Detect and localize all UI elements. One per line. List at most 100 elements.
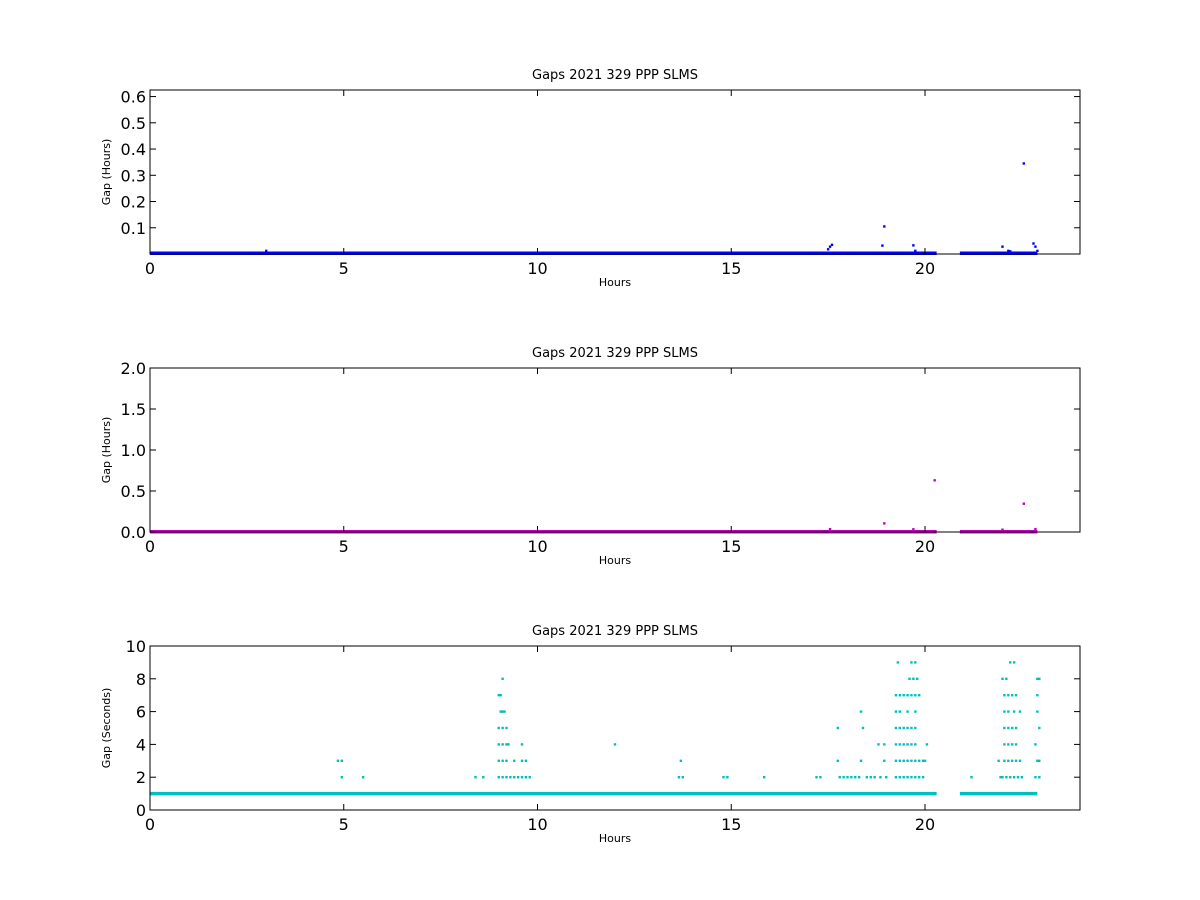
data-point [902,743,905,746]
data-point [917,776,921,779]
data-point [1010,743,1014,746]
data-point [1012,710,1016,713]
data-point [896,661,900,664]
data-point [819,776,822,779]
data-point [898,710,902,713]
plot-frame-bottom [149,645,1081,811]
data-point [910,759,913,762]
data-point [902,776,905,779]
x-tick-label: 0 [145,815,155,834]
data-point [1009,776,1012,779]
y-tick-label: 8 [136,670,146,689]
x-tick-label: 20 [915,259,935,278]
data-point [898,776,902,779]
data-point [1036,249,1039,253]
x-tick-label: 5 [339,259,349,278]
data-point [914,726,917,730]
data-point [869,776,872,779]
data-point [917,759,921,762]
data-point [970,776,973,779]
data-point [681,776,685,779]
data-point [501,677,504,680]
data-point [916,677,919,680]
data-point [914,743,917,746]
data-point [1012,661,1016,664]
data-point [854,776,857,779]
y-tick-label: 10 [126,637,146,656]
gaps-hours-chart-middle: Gaps 2021 329 PPP SLMS 0 5 10 15 20 0.0 0.5 1.0 1… [100,346,1081,567]
data-point [1009,661,1012,664]
data-point [910,743,913,746]
data-point [499,694,502,697]
data-point [898,726,902,730]
data-point [497,759,500,762]
data-point [906,726,909,730]
data-point [1003,726,1006,730]
x-axis-label: Hours [599,276,631,289]
data-point [505,759,508,762]
data-point [859,710,863,713]
data-point [1005,677,1008,680]
data-point [902,759,905,762]
x-tick-label: 0 [145,537,155,556]
data-point [894,710,898,713]
data-point [846,776,849,779]
y-axis-label: Gap (Hours) [100,139,113,206]
data-point [1010,759,1014,762]
data-point [505,776,508,779]
data-point [1036,759,1039,762]
y-tick-label: 0.5 [121,114,146,133]
data-point [361,776,365,779]
data-point [505,726,508,730]
data-point [883,759,886,762]
x-tick-label: 5 [339,537,349,556]
data-point [1001,677,1004,680]
data-point [1036,694,1039,697]
data-point [499,710,502,713]
data-point [1003,710,1006,713]
x-tick-label: 20 [915,537,935,556]
data-point [1007,726,1010,730]
data-point [1014,694,1018,697]
data-point [857,776,861,779]
data-point [513,776,516,779]
data-point [1014,726,1018,730]
data-point [1016,776,1020,779]
data-point [1010,726,1014,730]
data-point [861,726,865,730]
data-point [520,759,524,762]
data-point [910,694,913,697]
data-point [1007,694,1010,697]
data-point [910,776,913,779]
data-point [482,776,485,779]
data-point [1018,710,1022,713]
chart-title-middle: Gaps 2021 329 PPP SLMS [532,346,698,361]
data-point [726,776,729,779]
data-point [906,759,909,762]
data-point [1014,743,1018,746]
gaps-seconds-chart-bottom: Gaps 2021 329 PPP SLMS 0 5 10 15 20 0 2 4 6 8 10 Hou… [100,624,1081,845]
data-point [1010,694,1014,697]
data-point [877,743,880,746]
x-tick-label: 15 [721,537,741,556]
data-point [340,776,344,779]
data-point [894,776,898,779]
data-point [1003,759,1006,762]
data-point [883,225,886,228]
x-tick-label: 15 [721,259,741,278]
data-point [885,776,888,779]
data-point [908,677,911,680]
data-point [910,726,913,730]
y-tick-label: 1.0 [121,441,146,460]
data-point [520,743,524,746]
data-point [933,479,936,482]
data-point [914,759,917,762]
data-point [1038,726,1041,730]
data-point [1003,743,1006,746]
x-tick-label: 20 [915,815,935,834]
data-point [898,743,902,746]
y-tick-label: 0.0 [121,523,146,542]
data-point [1036,677,1039,680]
x-tick-label: 10 [527,259,547,278]
